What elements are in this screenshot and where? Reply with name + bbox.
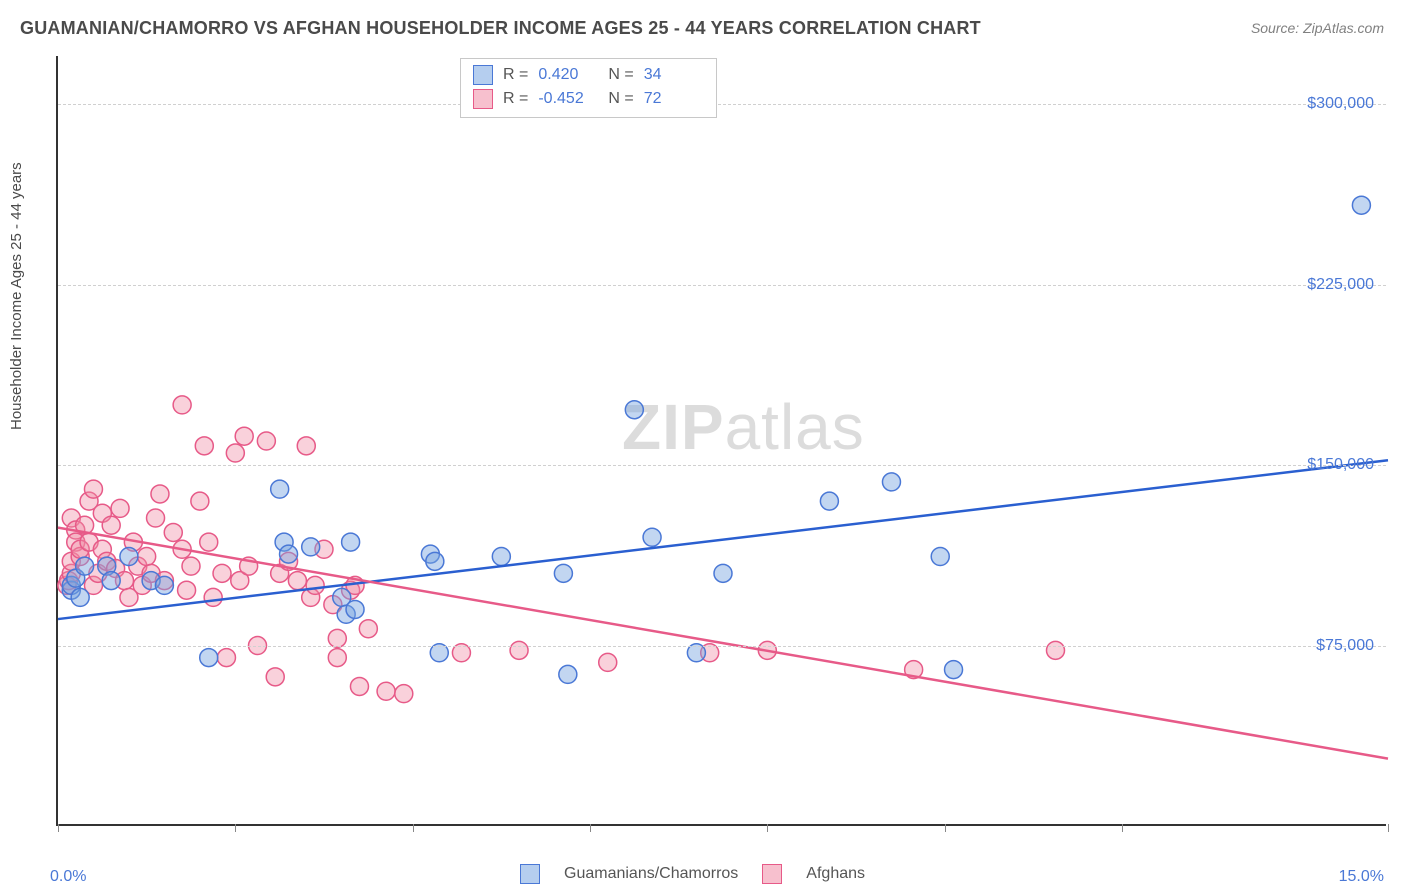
data-point: [76, 557, 94, 575]
y-tick-label: $225,000: [1307, 276, 1374, 294]
n-value-1: 72: [644, 87, 704, 111]
data-point: [643, 528, 661, 546]
data-point: [328, 649, 346, 667]
chart-title: GUAMANIAN/CHAMORRO VS AFGHAN HOUSEHOLDER…: [20, 18, 981, 39]
scatter-svg: [58, 56, 1386, 824]
data-point: [346, 600, 364, 618]
data-point: [120, 548, 138, 566]
data-point: [200, 649, 218, 667]
data-point: [302, 538, 320, 556]
gridline: [58, 104, 1386, 105]
data-point: [554, 564, 572, 582]
data-point: [510, 641, 528, 659]
data-point: [945, 661, 963, 679]
data-point: [173, 396, 191, 414]
y-tick-label: $150,000: [1307, 456, 1374, 474]
data-point: [164, 523, 182, 541]
stats-row-series-1: R = -0.452 N = 72: [473, 87, 704, 111]
plot-area: ZIPatlas $75,000$150,000$225,000$300,000: [56, 56, 1386, 826]
r-value-0: 0.420: [538, 63, 598, 87]
data-point: [204, 588, 222, 606]
data-point: [714, 564, 732, 582]
data-point: [306, 576, 324, 594]
data-point: [625, 401, 643, 419]
data-point: [599, 653, 617, 671]
data-point: [1352, 196, 1370, 214]
data-point: [280, 545, 298, 563]
data-point: [342, 533, 360, 551]
r-value-1: -0.452: [538, 87, 598, 111]
bottom-legend: Guamanians/Chamorros Afghans: [520, 864, 865, 884]
data-point: [882, 473, 900, 491]
x-tick: [1122, 824, 1123, 832]
data-point: [155, 576, 173, 594]
x-tick: [58, 824, 59, 832]
data-point: [395, 685, 413, 703]
data-point: [271, 480, 289, 498]
data-point: [266, 668, 284, 686]
x-tick: [945, 824, 946, 832]
y-tick-label: $75,000: [1316, 637, 1374, 655]
r-label: R =: [503, 63, 528, 87]
data-point: [257, 432, 275, 450]
data-point: [138, 548, 156, 566]
trend-line: [58, 460, 1388, 619]
data-point: [226, 444, 244, 462]
x-tick: [413, 824, 414, 832]
data-point: [182, 557, 200, 575]
x-axis-max-label: 15.0%: [1339, 868, 1384, 886]
data-point: [297, 437, 315, 455]
data-point: [426, 552, 444, 570]
x-tick: [235, 824, 236, 832]
gridline: [58, 465, 1386, 466]
data-point: [71, 588, 89, 606]
r-label: R =: [503, 87, 528, 111]
x-axis-min-label: 0.0%: [50, 868, 86, 886]
data-point: [931, 548, 949, 566]
data-point: [217, 649, 235, 667]
data-point: [492, 548, 510, 566]
data-point: [359, 620, 377, 638]
data-point: [235, 427, 253, 445]
data-point: [191, 492, 209, 510]
legend-label-1: Afghans: [806, 865, 865, 883]
data-point: [147, 509, 165, 527]
data-point: [151, 485, 169, 503]
legend-swatch-pink-icon: [762, 864, 782, 884]
data-point: [84, 480, 102, 498]
stats-row-series-0: R = 0.420 N = 34: [473, 63, 704, 87]
data-point: [377, 682, 395, 700]
swatch-pink-icon: [473, 89, 493, 109]
legend-swatch-blue-icon: [520, 864, 540, 884]
x-tick: [1388, 824, 1389, 832]
n-label: N =: [608, 63, 633, 87]
data-point: [102, 516, 120, 534]
gridline: [58, 285, 1386, 286]
data-point: [213, 564, 231, 582]
correlation-stats-box: R = 0.420 N = 34 R = -0.452 N = 72: [460, 58, 717, 118]
x-tick: [767, 824, 768, 832]
data-point: [288, 572, 306, 590]
data-point: [102, 572, 120, 590]
data-point: [195, 437, 213, 455]
legend-label-0: Guamanians/Chamorros: [564, 865, 738, 883]
source-attribution: Source: ZipAtlas.com: [1251, 20, 1384, 36]
data-point: [178, 581, 196, 599]
n-value-0: 34: [644, 63, 704, 87]
data-point: [200, 533, 218, 551]
data-point: [111, 499, 129, 517]
y-axis-label: Householder Income Ages 25 - 44 years: [8, 162, 25, 430]
swatch-blue-icon: [473, 65, 493, 85]
data-point: [1047, 641, 1065, 659]
x-tick: [590, 824, 591, 832]
data-point: [559, 665, 577, 683]
gridline: [58, 646, 1386, 647]
data-point: [820, 492, 838, 510]
n-label: N =: [608, 87, 633, 111]
data-point: [350, 677, 368, 695]
y-tick-label: $300,000: [1307, 95, 1374, 113]
